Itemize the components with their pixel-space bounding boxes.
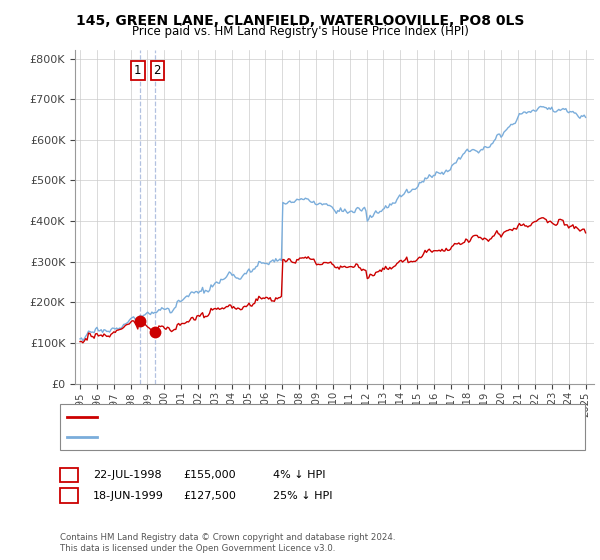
Text: 25% ↓ HPI: 25% ↓ HPI xyxy=(273,491,332,501)
Text: 18-JUN-1999: 18-JUN-1999 xyxy=(93,491,164,501)
Text: HPI: Average price, detached house, East Hampshire: HPI: Average price, detached house, East… xyxy=(104,432,380,442)
Text: £127,500: £127,500 xyxy=(183,491,236,501)
Text: Price paid vs. HM Land Registry's House Price Index (HPI): Price paid vs. HM Land Registry's House … xyxy=(131,25,469,38)
Text: 22-JUL-1998: 22-JUL-1998 xyxy=(93,470,161,480)
Text: 2: 2 xyxy=(65,489,73,502)
Text: £155,000: £155,000 xyxy=(183,470,236,480)
Text: 1: 1 xyxy=(134,64,142,77)
Text: 2: 2 xyxy=(154,64,161,77)
Text: 145, GREEN LANE, CLANFIELD, WATERLOOVILLE, PO8 0LS: 145, GREEN LANE, CLANFIELD, WATERLOOVILL… xyxy=(76,14,524,28)
Text: 1: 1 xyxy=(65,468,73,482)
Text: Contains HM Land Registry data © Crown copyright and database right 2024.
This d: Contains HM Land Registry data © Crown c… xyxy=(60,533,395,553)
Text: 145, GREEN LANE, CLANFIELD, WATERLOOVILLE, PO8 0LS (detached house): 145, GREEN LANE, CLANFIELD, WATERLOOVILL… xyxy=(104,412,499,422)
Text: 4% ↓ HPI: 4% ↓ HPI xyxy=(273,470,325,480)
